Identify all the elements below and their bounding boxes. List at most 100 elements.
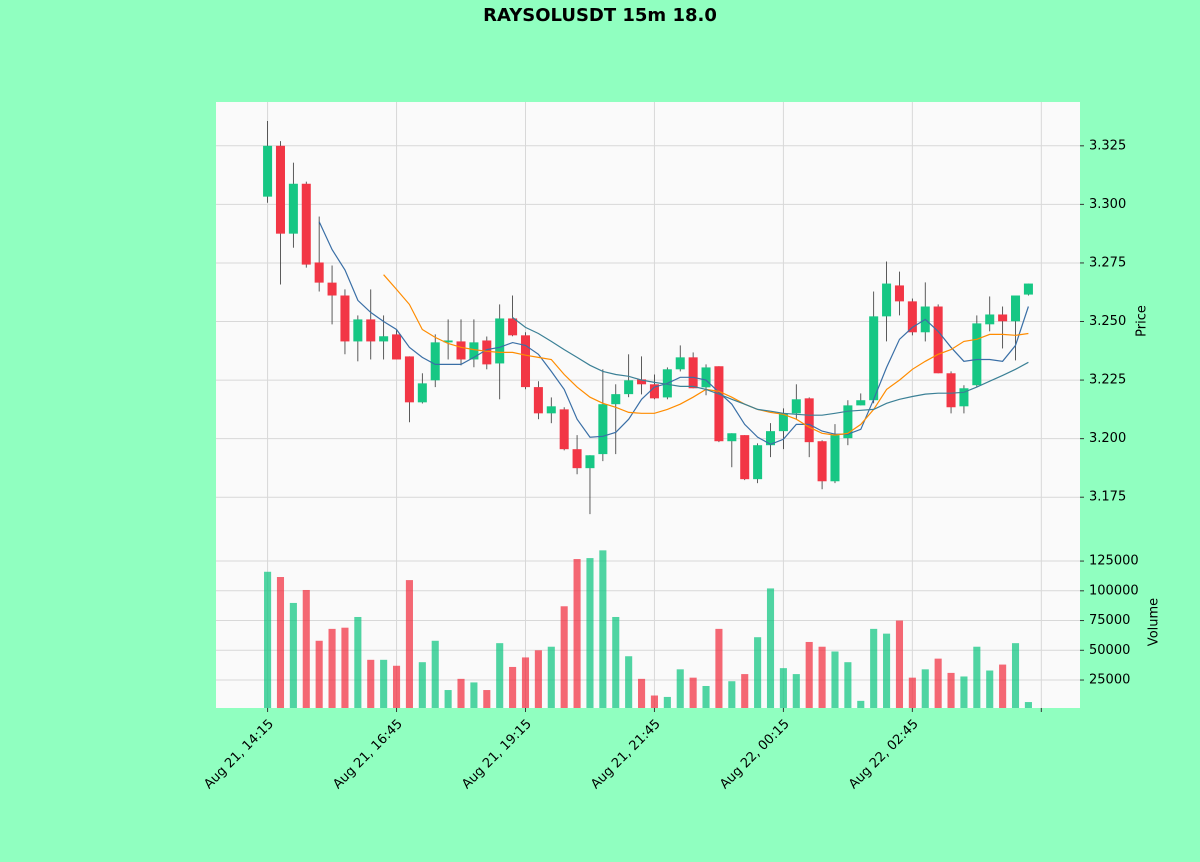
volume-bar [1011, 643, 1020, 708]
candle-body [753, 445, 763, 480]
candle-body [882, 283, 892, 317]
volume-bar [663, 696, 671, 708]
candle-body [624, 380, 634, 395]
volume-bar [779, 668, 787, 708]
candle-body [869, 316, 879, 401]
candle-body [585, 455, 595, 469]
plot-background [216, 102, 1080, 708]
volume-bar [573, 559, 581, 708]
y-tick-label: 3.225 [1089, 373, 1126, 388]
volume-bar [612, 616, 620, 708]
candle-body [456, 341, 466, 360]
moving-average-line [318, 221, 1029, 445]
candle-body [714, 366, 724, 442]
candle-body [701, 367, 711, 388]
candle-body [340, 295, 350, 342]
candle-body [546, 406, 556, 414]
volume-tick-label: 50000 [1089, 643, 1130, 658]
y-tick-label: 3.325 [1089, 138, 1126, 153]
candle-body [959, 388, 969, 407]
volume-bar [883, 633, 891, 708]
candle-body [985, 314, 995, 325]
volume-bar [367, 659, 375, 708]
candle-body [637, 379, 647, 385]
volume-bar [289, 602, 297, 708]
volume-bar [741, 674, 749, 708]
candle-body [301, 183, 311, 265]
y-tick-label: 3.275 [1089, 255, 1126, 270]
candle-body [353, 319, 363, 342]
volume-bar [728, 681, 736, 708]
volume-bar [276, 577, 285, 708]
candle-body [611, 394, 621, 405]
volume-bar [509, 666, 517, 708]
volume-bar [560, 606, 568, 708]
volume-bar [960, 676, 968, 708]
candle-body [972, 323, 982, 386]
volume-bar [831, 651, 839, 708]
volume-bar [934, 658, 942, 708]
volume-bar [689, 677, 697, 708]
volume-bar [405, 580, 413, 708]
candle-body [998, 314, 1008, 322]
x-tick-label: Aug 21, 16:45 [330, 717, 406, 793]
candle-body [559, 409, 569, 450]
volume-axis-label: Volume [1147, 598, 1162, 646]
volume-bar [431, 640, 439, 708]
volume-bar [844, 662, 852, 708]
candle-body [830, 435, 840, 482]
volume-bar [818, 646, 826, 708]
x-tick-label: Aug 22, 00:15 [717, 717, 793, 793]
volume-tick-label: 125000 [1089, 554, 1139, 569]
candle-body [417, 383, 427, 403]
candle-body [894, 285, 904, 302]
volume-bar [418, 662, 426, 708]
volume-bar [870, 628, 878, 708]
volume-bar [638, 678, 646, 708]
candle-body [314, 262, 324, 283]
volume-bar [457, 678, 465, 708]
volume-bar [496, 643, 504, 708]
candle-body [379, 336, 389, 342]
candle-body [791, 399, 801, 414]
volume-bar [973, 646, 981, 708]
candle-body [688, 357, 698, 389]
volume-bar [754, 637, 762, 708]
volume-bar [586, 558, 594, 708]
volume-bar [792, 674, 800, 708]
candle-body [765, 431, 776, 446]
volume-bar [1024, 702, 1032, 708]
volume-bar [328, 628, 336, 708]
candle-body [495, 318, 505, 364]
volume-bar [676, 669, 684, 708]
y-tick-label: 3.250 [1089, 314, 1126, 329]
volume-bar [715, 628, 723, 708]
candle-body [649, 384, 659, 399]
volume-tick-label: 25000 [1089, 673, 1130, 688]
candle-body [404, 356, 414, 403]
volume-bar [354, 616, 362, 708]
candle-body [946, 373, 956, 408]
volume-tick-label: 75000 [1089, 613, 1130, 628]
candle-body [740, 435, 750, 480]
candle-body [469, 342, 479, 360]
candle-body [508, 318, 518, 336]
candle-body [275, 145, 285, 234]
volume-bar [392, 665, 401, 708]
candle-body [1023, 283, 1033, 295]
candle-body [430, 342, 440, 381]
volume-bar [444, 690, 452, 708]
volume-bar [470, 682, 478, 708]
volume-bar [921, 669, 929, 708]
candle-body [520, 335, 531, 388]
volume-bar [625, 656, 633, 708]
volume-bar [650, 695, 658, 708]
candle-body [817, 441, 827, 482]
candle-body [288, 183, 298, 234]
volume-bar [483, 690, 491, 708]
volume-bar [302, 589, 310, 708]
candle-body [804, 398, 814, 443]
volume-bar [895, 620, 904, 708]
volume-bar [534, 650, 542, 708]
x-tick-label: Aug 21, 19:15 [459, 717, 535, 793]
